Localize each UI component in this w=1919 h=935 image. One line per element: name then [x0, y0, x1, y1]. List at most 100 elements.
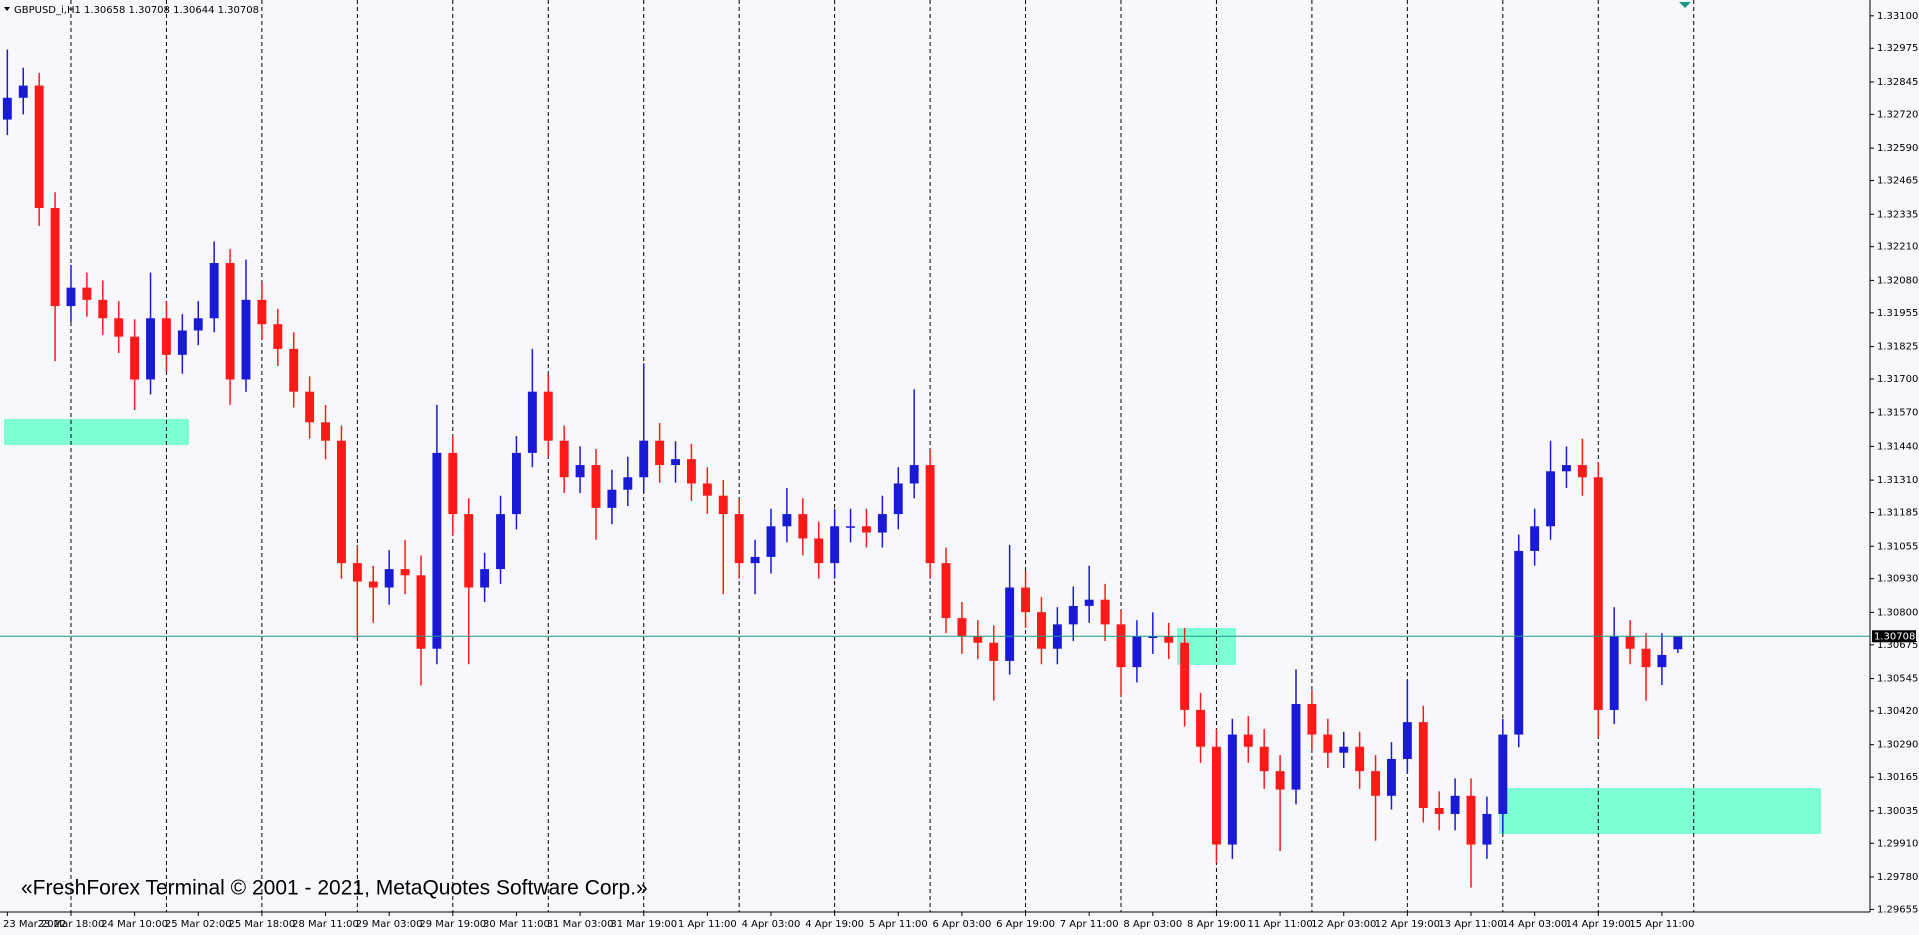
candle-body: [893, 483, 903, 515]
candle-body: [877, 514, 887, 533]
y-tick-label: 1.29780: [1877, 872, 1918, 883]
x-tick-label: 8 Apr 03:00: [1123, 919, 1182, 930]
candle-body: [543, 391, 553, 441]
candle-body: [161, 318, 171, 355]
candle-body: [1466, 795, 1476, 845]
x-tick-label: 25 Mar 18:00: [229, 919, 296, 930]
x-tick-label: 24 Mar 10:00: [101, 919, 168, 930]
candle-body: [1498, 734, 1508, 814]
y-tick-label: 1.31310: [1877, 475, 1918, 486]
menu-arrow[interactable]: [4, 7, 10, 11]
y-tick-label: 1.29910: [1877, 838, 1918, 849]
candle-body: [416, 575, 426, 649]
candle-body: [400, 569, 410, 576]
x-tick-label: 4 Apr 03:00: [742, 919, 801, 930]
x-tick-label: 30 Mar 11:00: [483, 919, 550, 930]
candle-body: [432, 452, 442, 649]
candle-body: [1005, 587, 1015, 661]
candle-body: [1307, 703, 1317, 735]
y-tick-label: 1.30420: [1877, 706, 1918, 717]
y-tick-label: 1.33100: [1877, 11, 1918, 22]
candle-body: [1036, 612, 1046, 649]
candle-body: [830, 526, 840, 564]
y-tick-label: 1.31700: [1877, 374, 1918, 385]
y-tick-label: 1.32210: [1877, 242, 1918, 253]
y-tick-label: 1.32590: [1877, 143, 1918, 154]
candle-body: [1593, 477, 1603, 710]
candle-body: [1402, 722, 1412, 759]
zone: [4, 419, 189, 445]
x-tick-label: 28 Mar 11:00: [292, 919, 359, 930]
x-tick-label: 14 Apr 19:00: [1566, 919, 1631, 930]
candle-body: [1609, 636, 1619, 710]
candle-body: [846, 526, 855, 528]
y-tick-label: 1.32845: [1877, 77, 1918, 88]
x-tick-label: 7 Apr 11:00: [1060, 919, 1119, 930]
candle-body: [177, 330, 187, 355]
candle-body: [480, 569, 490, 588]
candle-body: [98, 299, 108, 319]
y-tick-label: 1.32080: [1877, 275, 1918, 286]
candle-body: [1339, 746, 1349, 753]
candle-body: [1371, 771, 1381, 796]
candle-body: [1259, 746, 1269, 772]
candle-body: [289, 348, 299, 392]
candle-body: [50, 208, 60, 307]
candle-body: [1021, 587, 1030, 613]
x-tick-label: 6 Apr 03:00: [932, 919, 991, 930]
x-tick-label: 13 Apr 11:00: [1438, 919, 1503, 930]
x-tick-label: 5 Apr 11:00: [869, 919, 928, 930]
candles: [2, 49, 1683, 888]
candle-body: [34, 85, 44, 209]
candle-body: [1450, 795, 1460, 814]
candle-body: [130, 336, 140, 380]
candle-body: [909, 465, 919, 484]
candle-body: [591, 465, 601, 508]
watermark: «FreshForex Terminal © 2001 - 2021, Meta…: [21, 877, 648, 900]
x-tick-label: 11 Apr 11:00: [1247, 919, 1312, 930]
candle-body: [384, 569, 394, 588]
y-tick-label: 1.30035: [1877, 806, 1918, 817]
y-tick-label: 1.32975: [1877, 43, 1918, 54]
y-tick-label: 1.30165: [1877, 772, 1918, 783]
x-tick-label: 14 Apr 03:00: [1502, 919, 1567, 930]
x-tick-label: 31 Mar 03:00: [547, 919, 614, 930]
candle-body: [1434, 807, 1444, 814]
candle-body: [305, 391, 315, 423]
candle-body: [1068, 605, 1078, 625]
candle-body: [1673, 636, 1683, 650]
candle-body: [1657, 654, 1667, 668]
candle-body: [989, 642, 999, 661]
y-tick-label: 1.31440: [1877, 441, 1918, 452]
candle-body: [1482, 813, 1492, 845]
y-tick-label: 1.30545: [1877, 674, 1918, 685]
y-tick-label: 1.31570: [1877, 408, 1918, 419]
shift-marker: [1679, 2, 1691, 8]
x-tick-label: 8 Apr 19:00: [1187, 919, 1246, 930]
candle-body: [146, 318, 155, 380]
candle-body: [527, 391, 537, 453]
candle-body: [273, 324, 283, 349]
y-tick-label: 1.30290: [1877, 740, 1918, 751]
y-tick-label: 1.30930: [1877, 574, 1918, 585]
y-tick-label: 1.30800: [1877, 607, 1918, 618]
candle-body: [1084, 599, 1094, 606]
candle-body: [1148, 636, 1158, 639]
candle-body: [321, 422, 330, 441]
candle-body: [639, 440, 649, 478]
candle-body: [114, 318, 124, 337]
candle-body: [607, 489, 617, 508]
candle-body: [1577, 465, 1587, 478]
candle-body: [496, 514, 505, 570]
candle-body: [782, 514, 792, 527]
candle-body: [1514, 550, 1524, 735]
candle-body: [575, 465, 585, 478]
candle-body: [1291, 703, 1301, 790]
candle-body: [352, 563, 362, 582]
candle-body: [448, 452, 458, 515]
candle-body: [1387, 758, 1396, 796]
y-tick-label: 1.32465: [1877, 176, 1918, 187]
y-tick-label: 1.29655: [1877, 904, 1918, 915]
